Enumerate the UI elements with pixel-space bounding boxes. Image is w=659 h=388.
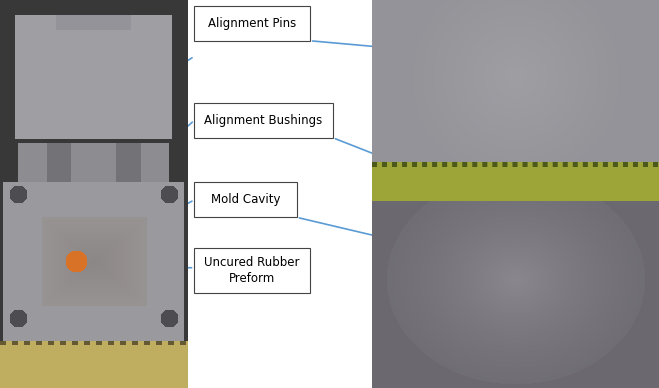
FancyBboxPatch shape xyxy=(194,248,310,293)
Text: Mold Cavity: Mold Cavity xyxy=(211,193,280,206)
FancyBboxPatch shape xyxy=(194,103,333,138)
Text: Uncured Rubber
Preform: Uncured Rubber Preform xyxy=(204,256,300,285)
Text: Alignment Pins: Alignment Pins xyxy=(208,17,296,30)
FancyBboxPatch shape xyxy=(194,182,297,217)
Text: Alignment Bushings: Alignment Bushings xyxy=(204,114,323,127)
FancyBboxPatch shape xyxy=(194,6,310,41)
